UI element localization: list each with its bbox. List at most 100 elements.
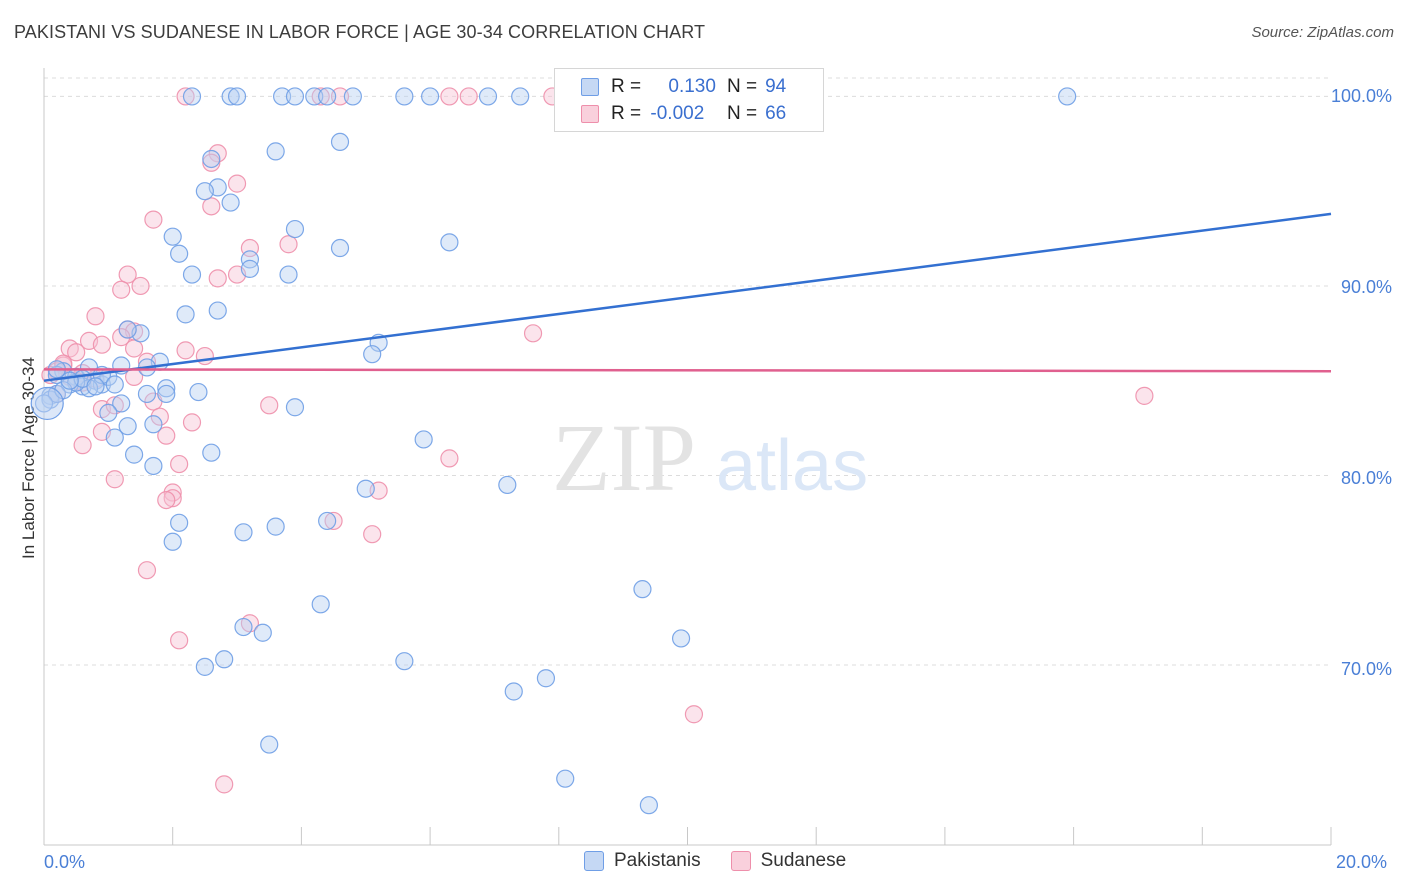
data-point-pakistanis <box>221 87 240 106</box>
data-point-pakistanis <box>157 379 176 398</box>
data-point-sudanese <box>157 490 176 510</box>
watermark-atlas: atlas <box>716 426 868 506</box>
data-point-pakistanis <box>318 87 337 106</box>
legend-item-pakistanis[interactable]: Pakistanis <box>584 850 701 872</box>
data-point-pakistanis <box>170 244 189 263</box>
data-point-pakistanis <box>157 384 176 404</box>
data-point-sudanese <box>1135 386 1154 405</box>
legend-label-pakistanis: Pakistanis <box>614 850 701 871</box>
legend-r-label: R = <box>611 103 642 124</box>
data-point-pakistanis <box>639 796 658 815</box>
legend-n-label: N = <box>727 76 758 97</box>
data-point-sudanese <box>105 470 124 489</box>
y-tick-label-90: 90.0% <box>1340 277 1392 297</box>
y-tick-label-100: 100.0% <box>1330 86 1392 106</box>
data-point-pakistanis <box>318 511 337 531</box>
data-point-pakistanis <box>170 513 189 532</box>
legend-n-value-sudanese: 66 <box>765 103 787 124</box>
data-point-sudanese <box>176 341 195 360</box>
data-point-pakistanis <box>227 87 247 106</box>
x-tick-label-min: 0.0% <box>44 852 86 872</box>
data-point-sudanese <box>131 276 150 296</box>
data-point-pakistanis <box>105 375 124 394</box>
legend-item-sudanese[interactable]: Sudanese <box>730 850 846 872</box>
data-point-pakistanis <box>105 428 124 447</box>
y-tick-label-70: 70.0% <box>1340 659 1392 679</box>
legend-r-value-sudanese: -0.002 <box>650 103 705 124</box>
data-point-pakistanis <box>330 132 350 152</box>
data-point-sudanese <box>208 269 227 288</box>
series-legend: Pakistanis Sudanese <box>584 850 876 872</box>
legend-row-sudanese: R = -0.002 N = 66 <box>555 101 786 127</box>
data-point-pakistanis <box>305 87 324 106</box>
data-point-sudanese <box>260 396 279 415</box>
legend-swatch-pakistanis <box>581 78 599 96</box>
data-point-pakistanis <box>1058 87 1077 106</box>
data-point-sudanese <box>73 436 92 455</box>
data-point-pakistanis <box>144 415 163 434</box>
data-point-pakistanis <box>176 305 195 324</box>
data-point-pakistanis <box>240 250 260 269</box>
data-point-pakistanis <box>421 87 440 106</box>
data-point-pakistanis <box>285 219 305 239</box>
data-point-sudanese <box>440 449 459 468</box>
data-point-sudanese <box>163 483 182 502</box>
data-point-sudanese <box>176 87 195 106</box>
legend-row-pakistanis: R = 0.130 N = 94 <box>555 74 786 100</box>
data-point-pakistanis <box>253 623 272 642</box>
data-point-sudanese <box>279 235 298 254</box>
data-point-sudanese <box>144 210 163 229</box>
data-point-pakistanis <box>279 265 298 284</box>
data-point-sudanese <box>67 343 86 362</box>
data-point-pakistanis <box>234 523 253 542</box>
data-point-sudanese <box>112 328 131 347</box>
data-point-pakistanis <box>343 87 362 106</box>
data-point-pakistanis <box>285 398 305 417</box>
data-point-pakistanis <box>556 769 575 788</box>
data-point-pakistanis <box>363 345 382 364</box>
pakistani-points <box>30 87 1077 815</box>
data-point-sudanese <box>86 307 105 326</box>
data-point-cluster <box>30 386 64 421</box>
data-point-pakistanis <box>86 377 105 396</box>
data-point-pakistanis <box>202 149 221 169</box>
correlation-legend: R = 0.130 N = 94 R = -0.002 N = 66 <box>554 68 824 132</box>
axes <box>43 68 1332 846</box>
data-point-sudanese <box>440 87 459 106</box>
data-point-pakistanis <box>266 142 285 161</box>
data-point-sudanese <box>124 339 144 358</box>
legend-swatch-sudanese <box>730 851 751 871</box>
data-point-pakistanis <box>671 629 691 648</box>
data-point-pakistanis <box>356 479 375 498</box>
data-point-pakistanis <box>144 456 163 476</box>
data-point-pakistanis <box>330 238 350 258</box>
data-point-sudanese <box>215 775 234 794</box>
data-point-pakistanis <box>272 87 292 106</box>
data-point-pakistanis <box>440 233 459 252</box>
trend-lines <box>43 212 1332 382</box>
data-point-pakistanis <box>498 475 517 495</box>
watermark: ZIP atlas <box>552 404 868 511</box>
data-point-sudanese <box>112 280 131 299</box>
data-point-sudanese <box>227 174 247 193</box>
data-point-pakistanis <box>124 445 144 464</box>
source-label: Source: ZipAtlas.com <box>1251 24 1394 41</box>
chart-title: PAKISTANI VS SUDANESE IN LABOR FORCE | A… <box>14 22 706 42</box>
data-point-sudanese <box>202 197 221 216</box>
data-point-pakistanis <box>234 617 253 637</box>
data-point-pakistanis <box>536 669 556 688</box>
data-point-sudanese <box>459 87 478 106</box>
data-point-pakistanis <box>195 182 214 201</box>
data-point-pakistanis <box>182 265 202 284</box>
data-point-sudanese <box>182 413 202 432</box>
data-point-pakistanis <box>311 595 330 614</box>
data-point-pakistanis <box>118 417 137 436</box>
data-point-pakistanis <box>395 87 414 106</box>
data-point-pakistanis <box>112 394 131 413</box>
data-point-sudanese <box>157 426 176 445</box>
data-point-pakistanis <box>118 320 137 339</box>
trend-line-pakistanis <box>43 212 1332 382</box>
x-tick-label-max: 20.0% <box>1336 852 1388 872</box>
data-point-pakistanis <box>285 87 305 106</box>
